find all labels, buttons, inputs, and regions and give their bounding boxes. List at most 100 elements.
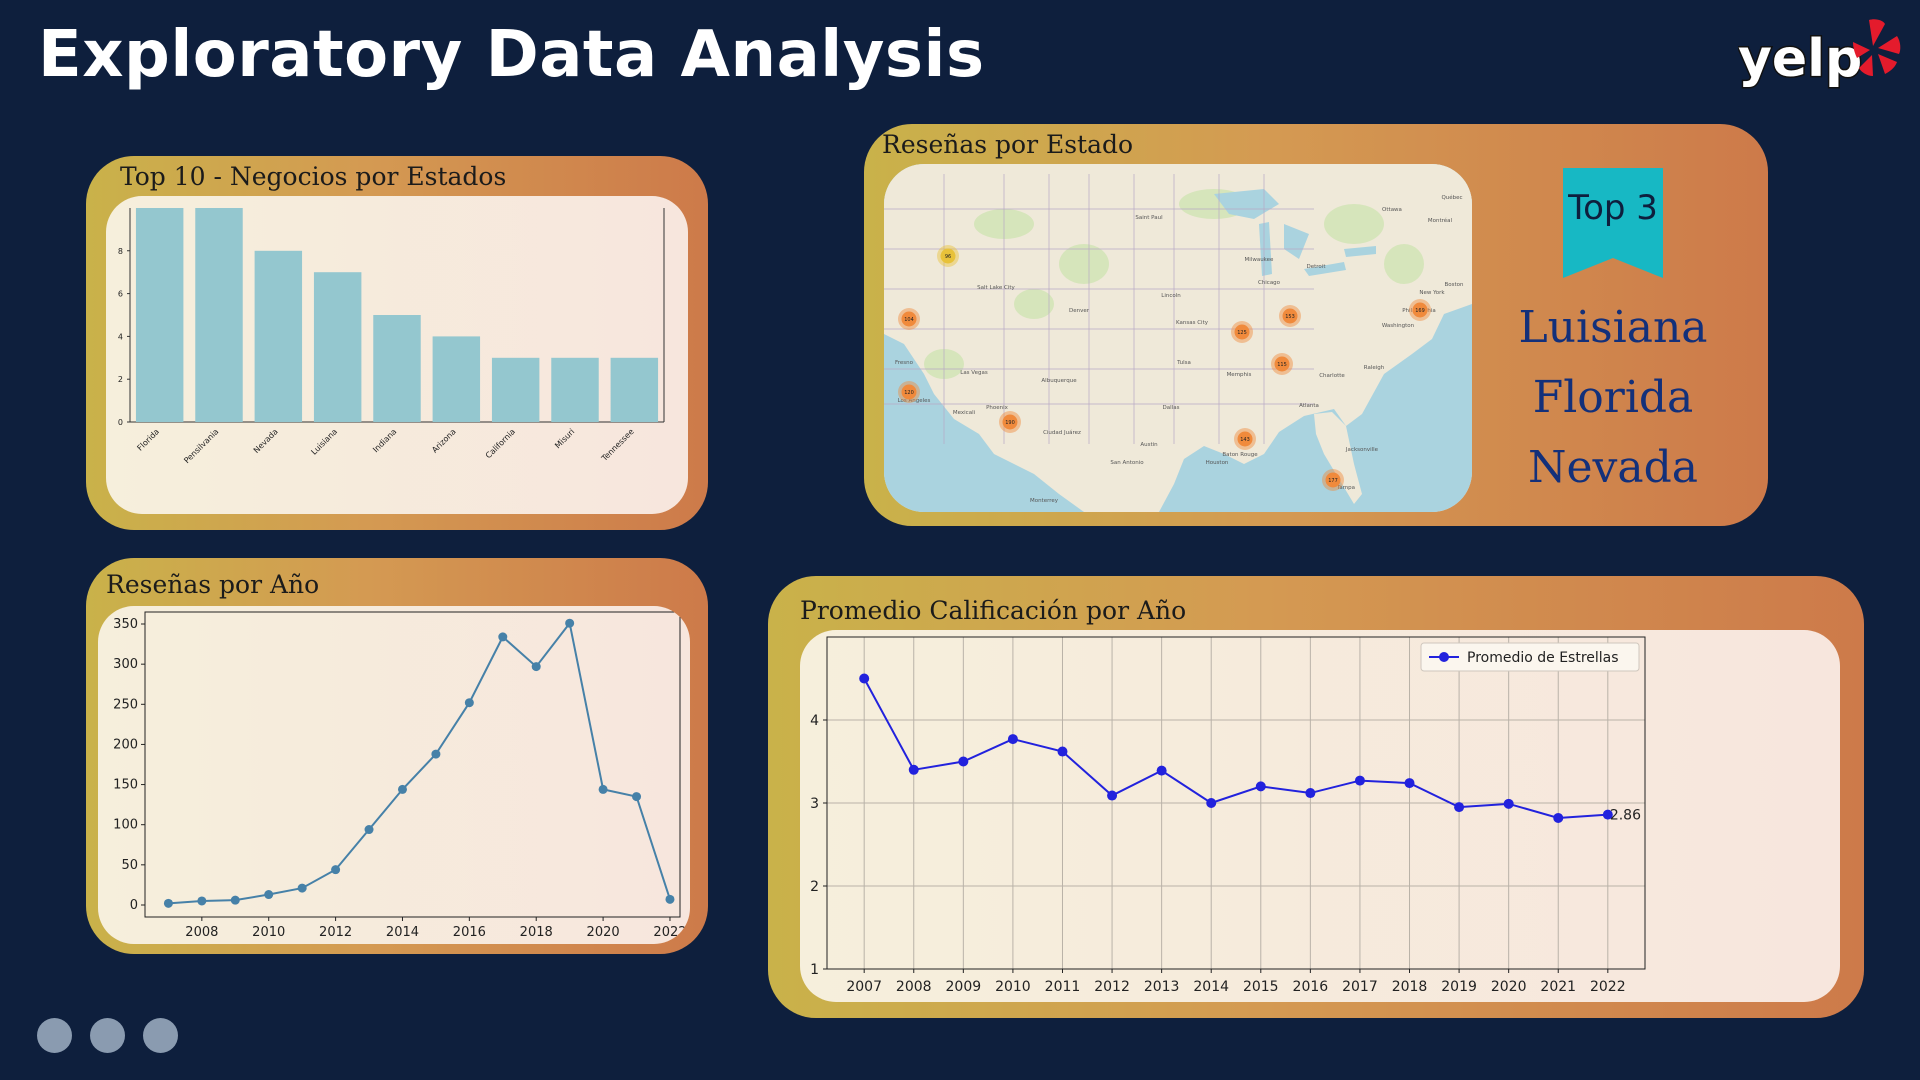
x-tick-label: 2020	[1491, 979, 1527, 995]
map-city-label: Kansas City	[1176, 320, 1209, 326]
map-area[interactable]: Saint Paul Milwaukee Detroit Chicago Salt La…	[884, 164, 1472, 512]
x-tick-label: Indiana	[371, 427, 398, 454]
x-tick-label: 2008	[185, 925, 218, 940]
x-tick-label: Luisiana	[309, 427, 339, 457]
map-land	[884, 164, 1472, 512]
data-point	[531, 662, 541, 672]
data-point	[431, 749, 441, 759]
x-tick-label: 2012	[319, 925, 352, 940]
map-cluster-marker	[1237, 431, 1253, 447]
card-title: Top 10 - Negocios por Estados	[120, 162, 507, 191]
y-tick-label: 300	[113, 657, 138, 672]
chart-area: 1 2 3 4 2007 2008 2009 2010 2011 2012 2013 2014 2015…	[800, 630, 1840, 1002]
data-point	[859, 673, 870, 684]
y-tick-label: 100	[113, 818, 138, 833]
x-tick-label: 2012	[1094, 979, 1130, 995]
y-tick-label: 0	[130, 898, 138, 913]
series-line	[863, 678, 1608, 819]
x-tick-label: 2018	[1392, 979, 1428, 995]
map-land-florida	[1314, 412, 1362, 504]
map-city-label: Memphis	[1227, 372, 1252, 378]
slide-dot-1[interactable]	[37, 1018, 72, 1053]
map-city-label: Los Angeles	[898, 398, 931, 404]
x-tick-label: Florida	[135, 427, 161, 453]
map-cluster-marker	[901, 311, 917, 327]
map-city-label: Washington	[1382, 323, 1415, 329]
map-city-label: Albuquerque	[1041, 378, 1077, 384]
x-tick-label: Misuri	[553, 427, 576, 450]
card-title: Reseñas por Año	[106, 570, 320, 599]
x-tick-label: 2021	[1540, 979, 1576, 995]
bar-pensilvania	[195, 208, 243, 422]
map-city-label: Tampa	[1336, 485, 1355, 491]
x-tick-label: 2008	[896, 979, 932, 995]
last-value-label: 2.86	[1610, 808, 1641, 824]
map-city-label: Jacksonville	[1345, 447, 1379, 453]
map-forest	[1324, 204, 1384, 244]
data-point	[598, 784, 608, 794]
map-cluster-count: 115	[1277, 362, 1287, 368]
map-cluster-count: 190	[1005, 420, 1015, 426]
map-cluster-count: 153	[1285, 314, 1295, 320]
map-forest	[1384, 244, 1424, 284]
card-reviews-by-year: Reseñas por Año 0 50 100 150 200 250 300 350 200…	[86, 558, 708, 954]
page-title: Exploratory Data Analysis	[38, 18, 985, 92]
data-point	[1007, 734, 1018, 745]
y-tick-label: 1	[810, 962, 819, 978]
slide-dot-2[interactable]	[90, 1018, 125, 1053]
map-city-label: Ciudad Juárez	[1043, 429, 1081, 436]
map-city-label: Denver	[1069, 308, 1090, 314]
map-city-label: Monterrey	[1030, 498, 1059, 504]
x-tick-label: Tennessee	[599, 427, 636, 464]
map-lake-superior	[1214, 189, 1279, 219]
card-business-by-state: Top 10 - Negocios por Estados 0 2 4 6 8 Flori…	[86, 156, 708, 530]
y-tick-label: 0	[118, 418, 123, 427]
y-tick-label: 200	[113, 737, 138, 752]
slide-dot-3[interactable]	[143, 1018, 178, 1053]
map-lake-huron	[1284, 224, 1309, 259]
map-cluster-count: 120	[904, 390, 914, 396]
x-tick-label: 2014	[386, 925, 419, 940]
x-tick-label: 2015	[1243, 979, 1279, 995]
x-tick-label: 2010	[252, 925, 285, 940]
x-tick-label: 2011	[1045, 979, 1081, 995]
data-point	[397, 784, 407, 794]
data-point	[464, 698, 474, 708]
data-point	[1404, 778, 1415, 789]
map-city-label: Tulsa	[1176, 360, 1191, 366]
y-tick-label: 350	[113, 617, 138, 632]
data-point	[1255, 781, 1266, 792]
data-point	[665, 894, 675, 904]
x-tick-label: 2018	[520, 925, 553, 940]
data-point	[297, 883, 307, 893]
map-city-label: Québec	[1441, 194, 1462, 201]
y-tick-label: 150	[113, 778, 138, 793]
map-cluster-count: 125	[1237, 330, 1247, 336]
x-tick-label: 2014	[1193, 979, 1229, 995]
bar-nevada	[254, 250, 303, 422]
yelp-burst-icon	[1853, 19, 1901, 76]
y-tick-label: 2	[118, 375, 123, 384]
map-cluster-marker	[1325, 472, 1341, 488]
data-point	[1503, 798, 1514, 809]
reviews-map[interactable]: Saint Paul Milwaukee Detroit Chicago Salt La…	[884, 164, 1472, 512]
bar-florida	[135, 208, 184, 422]
x-tick-label: 2017	[1342, 979, 1378, 995]
data-point	[364, 825, 374, 835]
map-city-label: Ottawa	[1382, 207, 1402, 213]
plot-frame	[144, 611, 681, 918]
data-point	[1057, 746, 1068, 757]
x-tick-label: Nevada	[252, 427, 280, 455]
x-tick-label: 2019	[1441, 979, 1477, 995]
map-city-label: New York	[1419, 290, 1445, 296]
x-tick-label: 2022	[1590, 979, 1626, 995]
map-cluster-marker	[1234, 324, 1250, 340]
map-lake-erie	[1304, 262, 1346, 276]
map-city-label: Fresno	[895, 360, 914, 366]
top3-state-2: Florida	[1532, 372, 1694, 423]
yelp-logo-text: yelp	[1738, 29, 1862, 89]
top3-ribbon-icon	[1563, 168, 1663, 278]
map-city-label: Raleigh	[1364, 365, 1385, 371]
map-city-label: Detroit	[1307, 264, 1327, 270]
y-tick-label: 2	[810, 879, 819, 895]
